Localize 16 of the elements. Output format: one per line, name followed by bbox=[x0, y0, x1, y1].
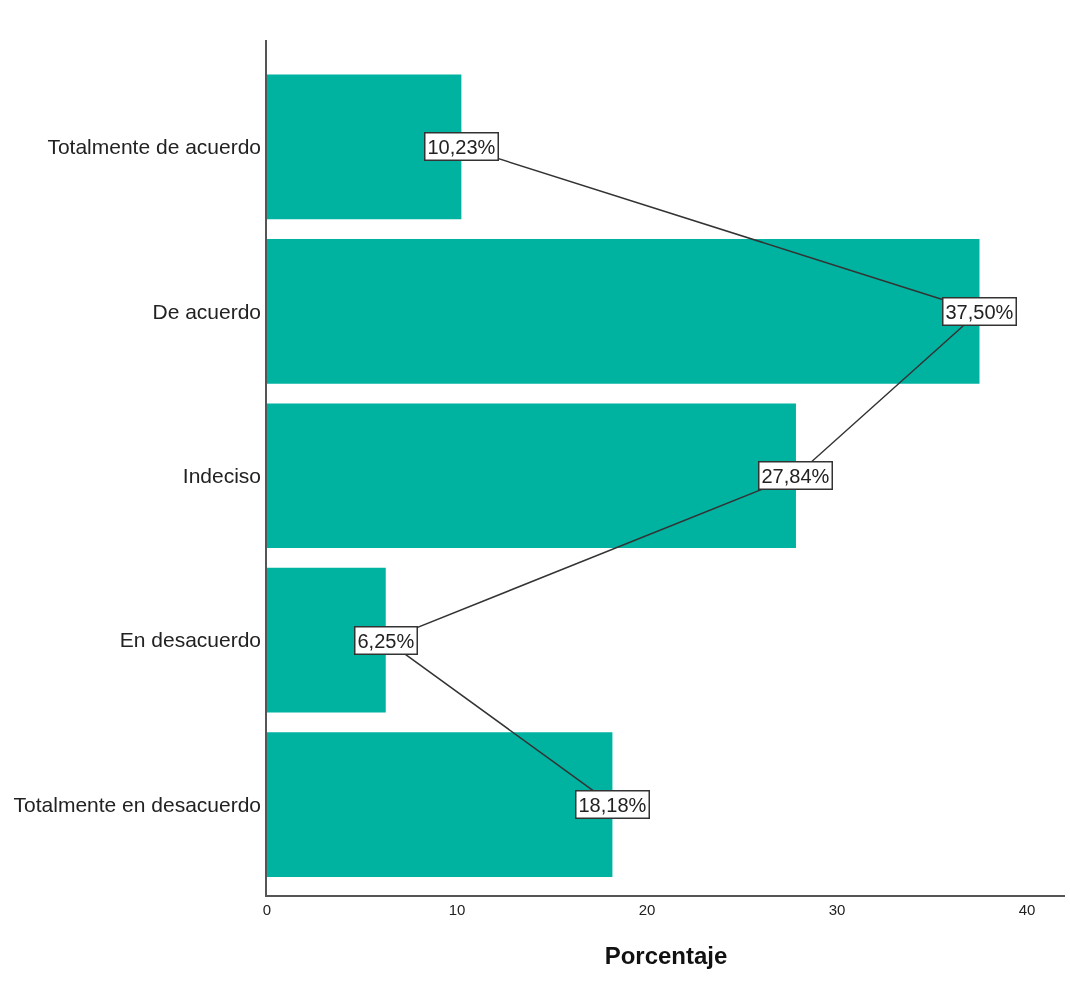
y-tick-label: En desacuerdo bbox=[119, 628, 262, 652]
y-tick-label: De acuerdo bbox=[152, 299, 262, 323]
data-label: 27,84% bbox=[761, 464, 830, 487]
x-tick-label: 20 bbox=[638, 900, 656, 918]
x-tick-label: 40 bbox=[1018, 900, 1036, 918]
y-tick-label: Totalmente en desacuerdo bbox=[13, 792, 262, 816]
x-axis-title: Porcentaje bbox=[604, 941, 728, 969]
data-label: 10,23% bbox=[427, 135, 496, 158]
data-label: 6,25% bbox=[357, 629, 415, 652]
x-tick-label: 0 bbox=[262, 900, 272, 918]
data-label: 37,50% bbox=[945, 300, 1014, 323]
data-label: 18,18% bbox=[578, 793, 647, 816]
x-tick-label: 30 bbox=[828, 900, 846, 918]
y-tick-label: Totalmente de acuerdo bbox=[47, 135, 262, 159]
x-tick-label: 10 bbox=[448, 900, 466, 918]
y-tick-label: Indeciso bbox=[182, 464, 262, 488]
